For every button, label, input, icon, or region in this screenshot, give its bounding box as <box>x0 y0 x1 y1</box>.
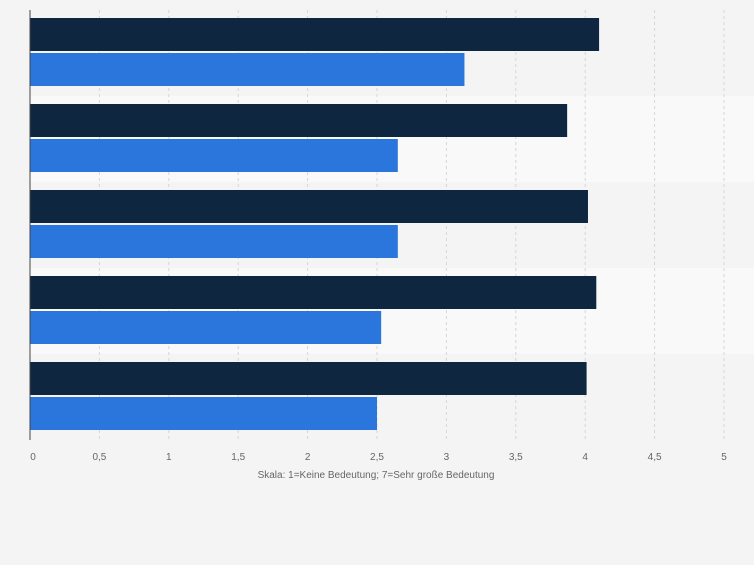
bar-series2-group1 <box>30 53 465 86</box>
x-tick-labels: 0 0,5 1 1,5 2 2,5 3 3,5 4 4,5 5 <box>30 452 727 463</box>
x-tick-label-7: 3,5 <box>509 452 523 463</box>
x-tick-label-0: 0 <box>30 452 36 463</box>
x-tick-label-8: 4 <box>582 452 588 463</box>
bar-series2-group5 <box>30 397 377 430</box>
bar-series1-group3 <box>30 190 588 223</box>
bar-series2-group2 <box>30 139 398 172</box>
x-tick-label-9: 4,5 <box>648 452 662 463</box>
x-tick-label-2: 1 <box>166 452 172 463</box>
bar-series2-group3 <box>30 225 398 258</box>
bar-series1-group1 <box>30 18 600 51</box>
bar-series1-group5 <box>30 362 587 395</box>
x-tick-label-4: 2 <box>305 452 311 463</box>
x-tick-label-5: 2,5 <box>370 452 384 463</box>
bar-series1-group4 <box>30 276 597 309</box>
bars <box>30 18 600 430</box>
x-tick-label-1: 0,5 <box>92 452 106 463</box>
bar-series1-group2 <box>30 104 568 137</box>
x-tick-label-6: 3 <box>444 452 450 463</box>
x-axis-label: Skala: 1=Keine Bedeutung; 7=Sehr große B… <box>258 470 495 481</box>
x-tick-label-3: 1,5 <box>231 452 245 463</box>
bar-series2-group4 <box>30 311 382 344</box>
x-tick-label-10: 5 <box>721 452 727 463</box>
